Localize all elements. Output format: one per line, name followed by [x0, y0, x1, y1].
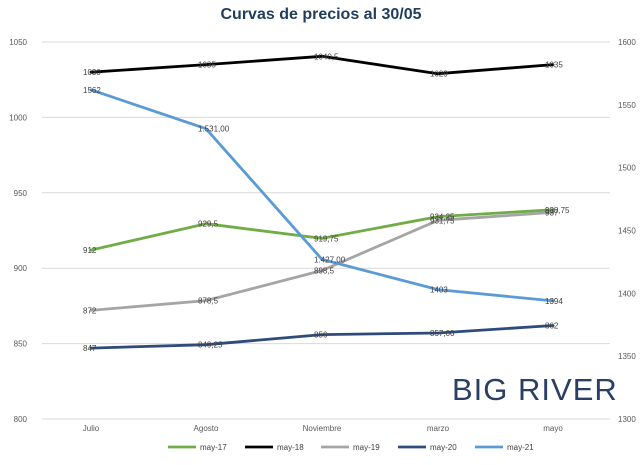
data-label: 912 — [83, 246, 97, 255]
y-right-tick-label: 1500 — [618, 164, 636, 173]
data-label: 1035 — [545, 61, 563, 70]
data-label: 1.427,00 — [314, 255, 346, 264]
y-left-tick-label: 950 — [14, 189, 28, 198]
series-line-may-21 — [89, 88, 555, 303]
data-label: 898,5 — [314, 266, 335, 275]
x-tick-label: Agosto — [194, 424, 219, 433]
x-tick-label: Noviembre — [303, 424, 342, 433]
chart-title: Curvas de precios al 30/05 — [220, 6, 422, 23]
data-label: 1.531,00 — [198, 125, 230, 134]
data-label: 1562 — [83, 86, 101, 95]
y-right-tick-label: 1600 — [618, 38, 636, 47]
data-label: 938,75 — [545, 206, 570, 215]
y-left-tick-label: 900 — [14, 264, 28, 273]
legend-label: may-19 — [353, 443, 380, 452]
data-label: 937 — [545, 208, 559, 217]
data-label: 1403 — [430, 286, 448, 295]
watermark-logo: BIG RIVER — [452, 372, 618, 407]
data-label: 849,25 — [198, 341, 223, 350]
data-label: 931,75 — [430, 216, 455, 225]
y-left-tick-label: 800 — [14, 415, 28, 424]
legend-label: may-17 — [200, 443, 227, 452]
y-right-tick-label: 1550 — [618, 101, 636, 110]
data-label: 934,25 — [430, 213, 455, 222]
data-label: 1030 — [83, 68, 101, 77]
series-line-may-17 — [89, 208, 555, 252]
data-label: 847 — [83, 344, 97, 353]
legend-label: may-21 — [507, 443, 534, 452]
data-label: 1040,5 — [314, 52, 339, 61]
data-label: 856 — [314, 331, 328, 340]
legend-label: may-20 — [430, 443, 457, 452]
data-label: 1394 — [545, 297, 563, 306]
series-line-may-19 — [89, 210, 555, 312]
data-label: 878,5 — [198, 297, 219, 306]
data-label: 929,5 — [198, 220, 219, 229]
x-tick-label: Julio — [83, 424, 100, 433]
data-label: 862 — [545, 322, 559, 331]
data-label: 857,00 — [430, 329, 455, 338]
legend-label: may-18 — [277, 443, 304, 452]
data-label: 1029 — [430, 70, 448, 79]
x-tick-label: mayo — [543, 424, 563, 433]
y-left-tick-label: 850 — [14, 340, 28, 349]
y-left-tick-label: 1050 — [9, 38, 27, 47]
y-right-tick-label: 1350 — [618, 352, 636, 361]
y-right-tick-label: 1300 — [618, 415, 636, 424]
series-line-may-18 — [89, 54, 555, 76]
data-label: 872 — [83, 306, 97, 315]
y-left-tick-label: 1000 — [9, 113, 27, 122]
data-label: 1035 — [198, 61, 216, 70]
data-label: 919,75 — [314, 234, 339, 243]
series-line-may-20 — [89, 324, 555, 350]
y-right-tick-label: 1450 — [618, 227, 636, 236]
y-right-tick-label: 1400 — [618, 289, 636, 298]
x-tick-label: marzo — [427, 424, 450, 433]
